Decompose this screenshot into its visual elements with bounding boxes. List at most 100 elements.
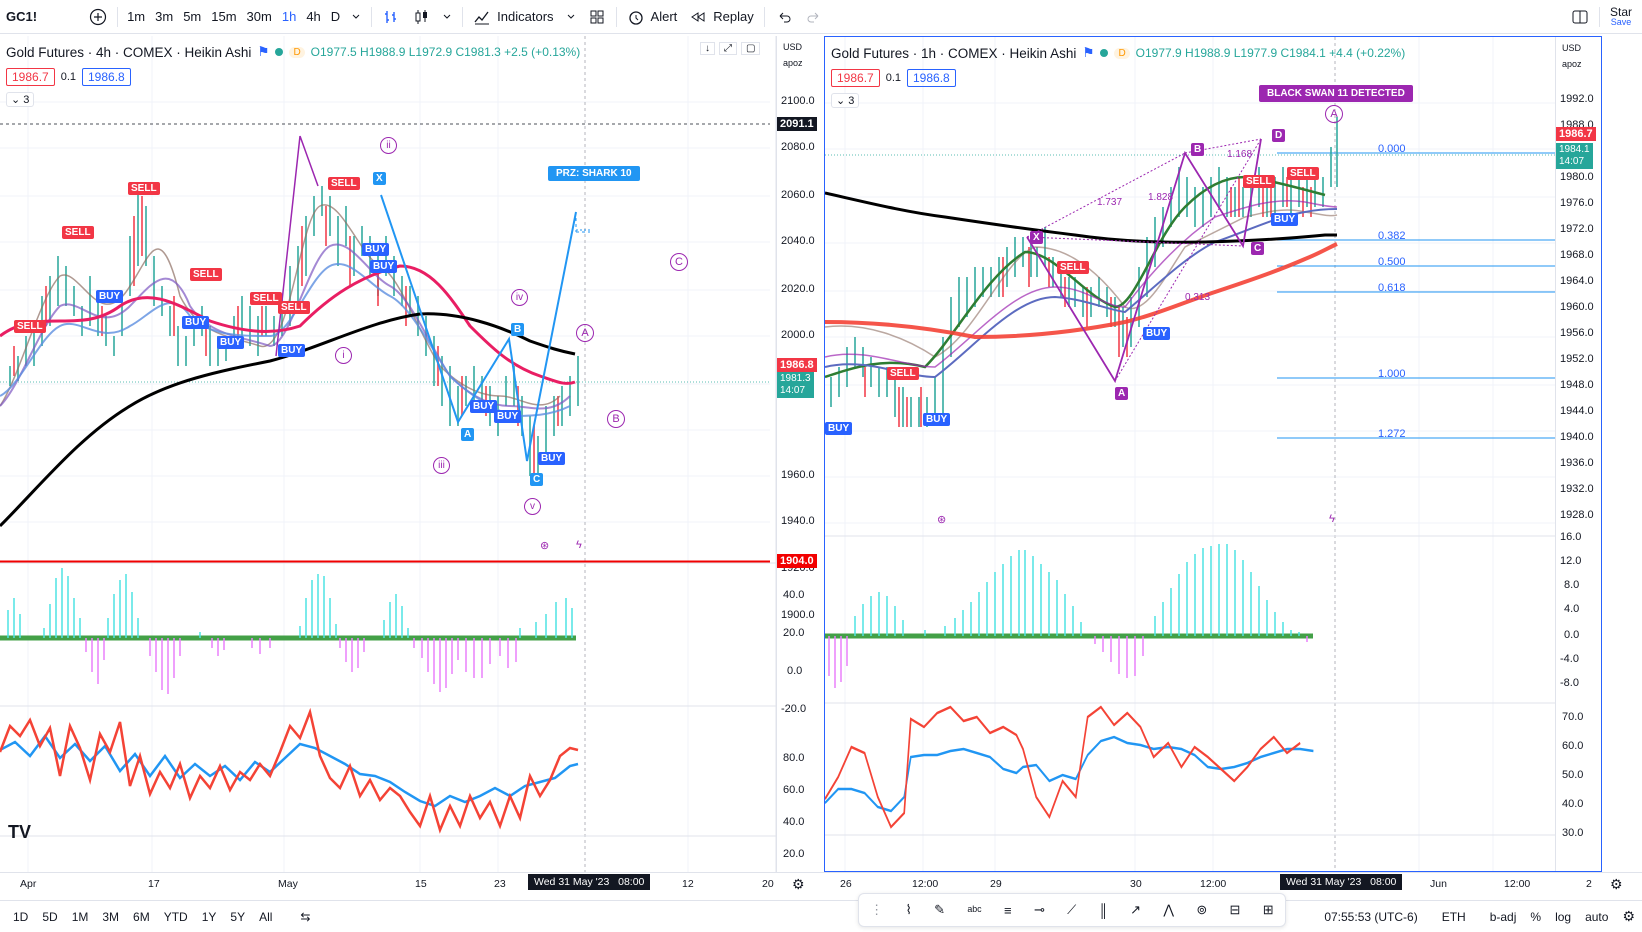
trend-line-icon[interactable]: ⟋: [1067, 902, 1077, 917]
date-range-icon[interactable]: ⇆: [300, 909, 311, 924]
percent-toggle[interactable]: %: [1530, 909, 1542, 924]
lightning-circle-icon[interactable]: ϟ: [576, 539, 582, 551]
fib-level-label: 0.618: [1378, 282, 1406, 294]
redo-icon[interactable]: [799, 0, 829, 34]
buy-sell-box: 1986.7 0.1 1986.8: [831, 69, 956, 87]
fib-tool-icon[interactable]: ≡: [1004, 902, 1012, 918]
pattern-point-b: B: [511, 323, 525, 336]
layout-split-icon[interactable]: [1565, 0, 1595, 34]
range-5y[interactable]: 5Y: [230, 909, 246, 924]
range-1d[interactable]: 1D: [13, 909, 29, 924]
maximize-icon[interactable]: ▢: [741, 42, 761, 55]
sell-button[interactable]: 1986.7: [831, 69, 880, 87]
range-all[interactable]: All: [259, 909, 273, 924]
indicators-button[interactable]: Indicators: [467, 0, 559, 34]
price-axis-left[interactable]: USD apoz 2100.0 2080.0 2060.0 2040.0 202…: [776, 36, 824, 872]
osc-tick: 60.0: [783, 784, 805, 796]
fib-level-label: 0.000: [1378, 143, 1406, 155]
collapse-icon[interactable]: ⤢: [719, 42, 737, 55]
timeframe-30m[interactable]: 30m: [246, 9, 272, 24]
add-symbol-icon[interactable]: [83, 0, 113, 34]
osc-tick: 40.0: [783, 816, 805, 828]
buy-button[interactable]: 1986.8: [82, 68, 131, 86]
chevron-down-icon[interactable]: [345, 0, 367, 34]
sell-signal: SELL: [190, 268, 222, 281]
collapse-indicators-button[interactable]: ⌄ 3: [831, 93, 860, 108]
measure-icon[interactable]: ⊞: [1262, 902, 1274, 917]
drag-handle-icon[interactable]: ⋮: [870, 902, 884, 917]
sell-button[interactable]: 1986.7: [6, 68, 55, 86]
range-1m[interactable]: 1M: [71, 909, 89, 924]
collapse-indicators-button[interactable]: ⌄ 3: [6, 92, 35, 107]
price-tick: 2100.0: [781, 95, 815, 107]
auto-toggle[interactable]: auto: [1585, 909, 1609, 924]
range-ytd[interactable]: YTD: [163, 909, 188, 924]
chart-canvas-right[interactable]: [825, 37, 1602, 872]
price-tick: 1940.0: [781, 515, 815, 527]
timeframe-1m[interactable]: 1m: [127, 9, 146, 24]
magnet-icon[interactable]: ⊚: [1196, 902, 1208, 917]
range-1y[interactable]: 1Y: [201, 909, 217, 924]
osc-tick: 20.0: [783, 848, 805, 860]
range-6m[interactable]: 6M: [133, 909, 150, 924]
candles-chart-type-icon[interactable]: [406, 0, 436, 34]
price-tick: 2020.0: [781, 283, 815, 295]
wave-label-v: v: [524, 498, 541, 515]
templates-grid-icon[interactable]: [582, 0, 612, 34]
timeframe-1h[interactable]: 1h: [281, 9, 297, 24]
chart-title[interactable]: Gold Futures · 1h · COMEX · Heikin Ashi: [831, 45, 1077, 61]
bars-chart-type-icon[interactable]: [376, 0, 406, 34]
brush-tool-icon[interactable]: ✎: [934, 902, 946, 917]
timeframe-D[interactable]: D: [330, 9, 341, 24]
arrow-circle-icon[interactable]: ⊛: [937, 514, 947, 526]
sell-signal: SELL: [250, 292, 282, 305]
range-3m[interactable]: 3M: [102, 909, 120, 924]
fib-level-label: 0.382: [1378, 230, 1406, 242]
range-5d[interactable]: 5D: [42, 909, 58, 924]
ruler-icon[interactable]: ⊟: [1229, 902, 1241, 917]
price-axis-right[interactable]: USD apoz 1992.0 1988.0 1980.0 1976.0 197…: [1555, 37, 1601, 871]
xabcd-pattern-icon[interactable]: ⋀: [1163, 902, 1174, 917]
price-tick: 1960.0: [1560, 301, 1594, 313]
clock[interactable]: 07:55:53 (UTC-6): [1324, 909, 1418, 924]
buy-button[interactable]: 1986.8: [907, 69, 956, 87]
log-toggle[interactable]: log: [1555, 909, 1572, 924]
chart-pane-right[interactable]: Gold Futures · 1h · COMEX · Heikin Ashi …: [824, 36, 1602, 872]
bar-pattern-icon[interactable]: ║: [1098, 902, 1108, 918]
lightning-circle-icon[interactable]: ϟ: [1329, 513, 1335, 525]
adjustment-toggle[interactable]: b-adj: [1489, 909, 1517, 924]
session-toggle[interactable]: ETH: [1441, 909, 1466, 924]
alert-button[interactable]: Alert: [621, 0, 684, 34]
settings-gear-icon[interactable]: ⚙: [792, 876, 805, 892]
replay-button[interactable]: Replay: [683, 0, 759, 34]
timeframe-3m[interactable]: 3m: [155, 9, 174, 24]
pattern-tool-icon[interactable]: ⌇: [905, 902, 912, 917]
settings-gear-icon[interactable]: ⚙: [1610, 876, 1623, 892]
time-axis-left[interactable]: Apr 17 May 15 23 12 20 Wed 31 May '23 08…: [0, 872, 824, 894]
buy-signal: BUY: [96, 290, 124, 303]
time-axis-right[interactable]: 26 12:00 29 30 12:00 Jun 12:00 2 Wed 31 …: [824, 872, 1642, 894]
chevron-down-icon[interactable]: [560, 0, 582, 34]
chevron-down-icon[interactable]: [436, 0, 458, 34]
top-toolbar: GC1! 1m 3m 5m 15m 30m 1h 4h D Indicators…: [0, 0, 1642, 34]
abcd-pattern-icon[interactable]: ᵃᵇᶜ: [967, 902, 982, 918]
arrow-circle-icon[interactable]: ⊛: [540, 540, 550, 552]
symbol-search[interactable]: GC1!: [6, 9, 38, 24]
alert-label: Alert: [650, 9, 678, 24]
arrow-down-icon[interactable]: ↓: [700, 42, 715, 55]
horizontal-line-icon[interactable]: ⊸: [1033, 902, 1045, 917]
wave-label-i: i: [335, 347, 352, 364]
chart-title[interactable]: Gold Futures · 4h · COMEX · Heikin Ashi: [6, 44, 252, 60]
timeframe-15m[interactable]: 15m: [211, 9, 237, 24]
chart-canvas-left[interactable]: [0, 36, 776, 872]
ray-tool-icon[interactable]: ↗: [1130, 902, 1142, 917]
save-button[interactable]: Star Save: [1604, 0, 1642, 34]
price-tick: 1948.0: [1560, 379, 1594, 391]
oscillator-histogram-left: [0, 568, 576, 694]
timeframe-4h[interactable]: 4h: [306, 9, 321, 24]
timeframe-5m[interactable]: 5m: [183, 9, 202, 24]
undo-icon[interactable]: [769, 0, 799, 34]
chart-pane-left[interactable]: Gold Futures · 4h · COMEX · Heikin Ashi …: [0, 36, 776, 872]
buy-signal: BUY: [182, 316, 210, 329]
settings-gear-icon[interactable]: ⚙: [1622, 908, 1635, 924]
